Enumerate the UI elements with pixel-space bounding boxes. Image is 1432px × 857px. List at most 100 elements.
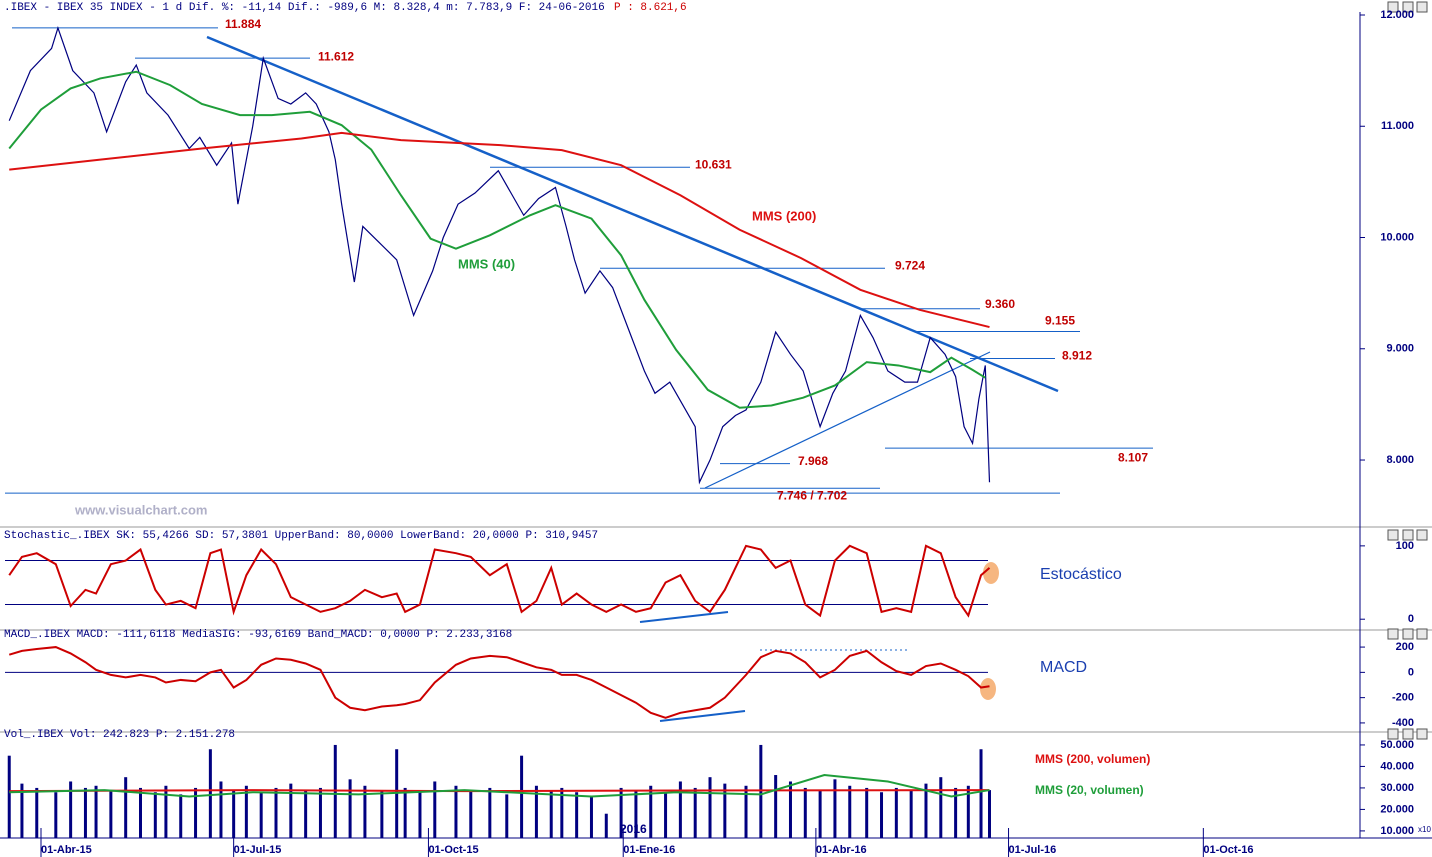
volume-bar — [865, 787, 869, 838]
volume-bar — [124, 777, 128, 838]
volume-bar — [664, 792, 668, 838]
volume-bar — [54, 792, 58, 838]
volume-bar — [678, 781, 682, 838]
y-tick-label: -400 — [1392, 717, 1414, 729]
volume-bar — [403, 787, 407, 838]
volume-bar — [803, 787, 807, 838]
y-tick-label: -200 — [1392, 692, 1414, 704]
volume-bar — [179, 794, 183, 838]
unit-label: x10 — [1418, 825, 1431, 834]
series-label: MMS (40) — [458, 256, 515, 271]
volume-bar — [153, 792, 157, 838]
window-button — [1402, 529, 1414, 541]
volume-bar — [109, 790, 113, 838]
volume-bar — [788, 781, 792, 838]
panel-label: MACD — [1040, 659, 1087, 676]
volume-bar — [418, 792, 422, 838]
level-label: 7.746 / 7.702 — [777, 488, 847, 502]
volume-bar — [304, 790, 308, 838]
volume-bar — [880, 792, 884, 838]
volume-bar — [818, 790, 822, 838]
volume-bar — [318, 787, 322, 838]
volume-bar — [723, 783, 727, 838]
window-button — [1416, 529, 1428, 541]
volume-bar — [69, 781, 73, 838]
divergence-line — [659, 710, 746, 722]
volume-bar — [164, 785, 168, 838]
window-button — [1387, 628, 1399, 640]
volume-bar — [848, 785, 852, 838]
window-button — [1416, 1, 1428, 13]
volume-bar — [7, 755, 11, 838]
volume-bar — [987, 790, 991, 838]
volume-bar — [363, 785, 367, 838]
level-label: 7.968 — [798, 454, 828, 468]
level-label: 9.155 — [1045, 314, 1075, 328]
volume-bar — [634, 790, 638, 838]
level-label: 11.884 — [225, 17, 261, 31]
y-tick-label: 40.000 — [1380, 760, 1414, 772]
panel-label: Estocástico — [1040, 566, 1122, 583]
y-tick-label: 0 — [1408, 666, 1414, 678]
volume-bar — [589, 796, 593, 838]
y-tick-label: 11.000 — [1381, 120, 1414, 132]
panel-header: MACD_.IBEX MACD: -111,6118 MediaSIG: -93… — [4, 629, 512, 641]
x-tick-label: 01-Oct-15 — [428, 844, 478, 856]
volume-bar — [833, 779, 837, 838]
volume-bar — [966, 785, 970, 838]
y-tick-label: 20.000 — [1380, 803, 1414, 815]
volume-bar — [488, 787, 492, 838]
volume-bar — [520, 755, 524, 838]
panel-header: .IBEX - IBEX 35 INDEX - 1 d Dif. %: -11,… — [4, 2, 605, 14]
window-button — [1416, 728, 1428, 740]
volume-bar — [289, 783, 293, 838]
y-tick-label: 200 — [1396, 641, 1414, 653]
series-line — [9, 774, 990, 798]
series-label: MMS (200) — [752, 208, 816, 223]
volume-bar — [469, 790, 473, 838]
y-tick-label: 8.000 — [1386, 454, 1414, 466]
volume-bar — [708, 777, 712, 838]
volume-bar — [194, 787, 198, 838]
volume-bar — [575, 792, 579, 838]
volume-bar — [774, 775, 778, 838]
divergence-line — [639, 611, 729, 623]
volume-bar — [505, 794, 509, 838]
series-label: MMS (200, volumen) — [1035, 752, 1150, 766]
highlight — [983, 562, 999, 584]
y-tick-label: 0 — [1408, 613, 1414, 625]
volume-bar — [649, 785, 653, 838]
volume-bar — [83, 787, 87, 838]
level-label: 8.107 — [1118, 450, 1148, 464]
window-button — [1402, 628, 1414, 640]
volume-bar — [954, 787, 958, 838]
panel-header: Stochastic_.IBEX SK: 55,4266 SD: 57,3801… — [4, 530, 598, 542]
y-tick-label: 50.000 — [1380, 739, 1414, 751]
series-line — [8, 544, 991, 618]
volume-bar — [693, 787, 697, 838]
x-tick-label: 01-Abr-16 — [816, 844, 867, 856]
window-button — [1387, 728, 1399, 740]
volume-bar — [979, 749, 983, 838]
volume-bar — [208, 749, 212, 838]
volume-bar — [534, 785, 538, 838]
volume-bar — [139, 787, 142, 838]
volume-bar — [454, 785, 458, 838]
price-label: P : 8.621,6 — [614, 2, 687, 14]
y-tick-label: 9.000 — [1386, 343, 1414, 355]
volume-bar — [744, 785, 748, 838]
volume-bar — [274, 787, 278, 838]
x-tick-label: 01-Jul-15 — [234, 844, 282, 856]
volume-bar — [759, 744, 763, 838]
volume-bar — [94, 785, 98, 838]
year-label: 2016 — [620, 822, 647, 836]
volume-bar — [259, 792, 263, 838]
window-button — [1402, 1, 1414, 13]
series-line — [8, 25, 991, 485]
watermark: www.visualchart.com — [74, 502, 207, 517]
y-tick-label: 12.000 — [1380, 9, 1414, 21]
volume-bar — [20, 783, 24, 838]
volume-bar — [894, 787, 898, 838]
volume-bar — [549, 790, 553, 838]
